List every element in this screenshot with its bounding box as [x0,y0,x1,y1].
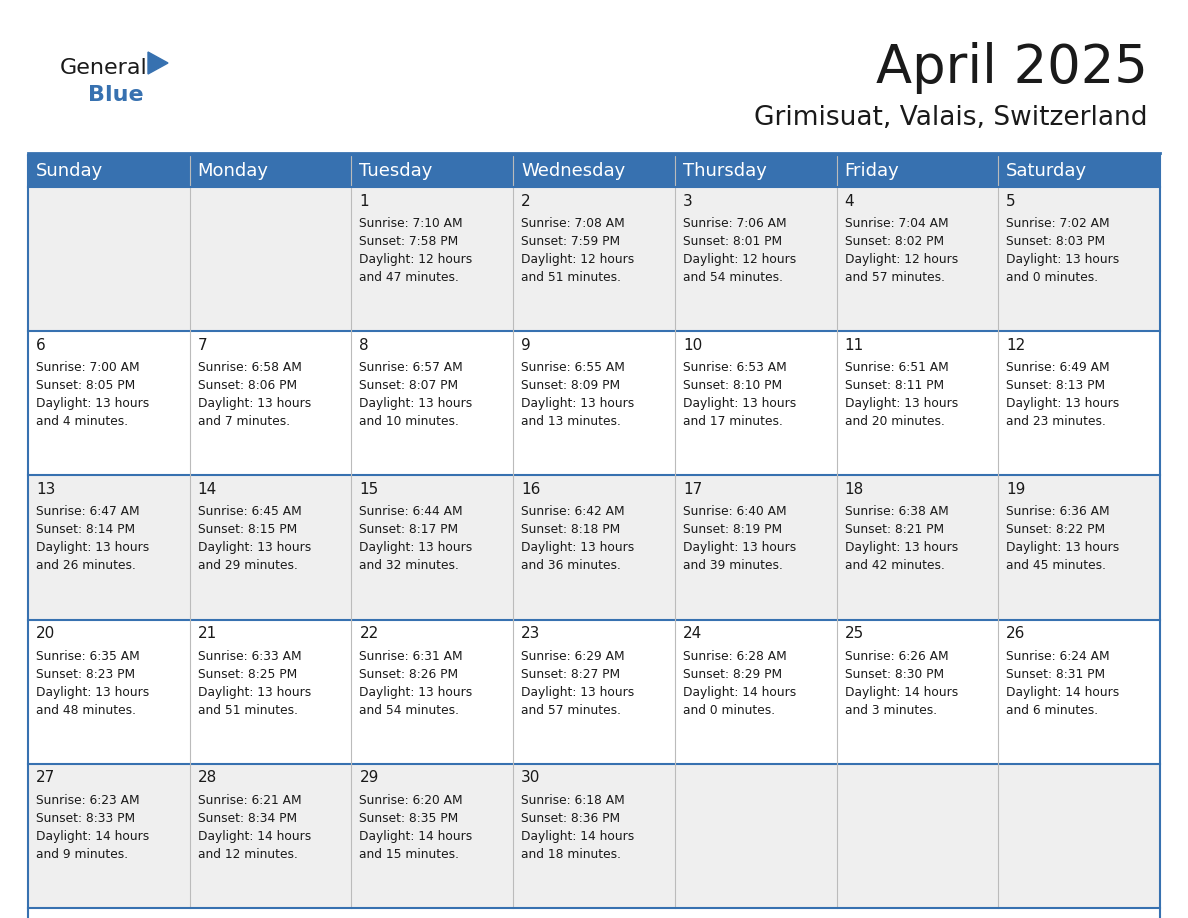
Text: 26: 26 [1006,626,1025,641]
Text: Sunrise: 6:28 AM
Sunset: 8:29 PM
Daylight: 14 hours
and 0 minutes.: Sunrise: 6:28 AM Sunset: 8:29 PM Dayligh… [683,650,796,717]
Text: Sunrise: 6:23 AM
Sunset: 8:33 PM
Daylight: 14 hours
and 9 minutes.: Sunrise: 6:23 AM Sunset: 8:33 PM Dayligh… [36,794,150,861]
Text: Saturday: Saturday [1006,162,1087,180]
Text: Sunrise: 6:26 AM
Sunset: 8:30 PM
Daylight: 14 hours
and 3 minutes.: Sunrise: 6:26 AM Sunset: 8:30 PM Dayligh… [845,650,958,717]
Text: Sunrise: 6:36 AM
Sunset: 8:22 PM
Daylight: 13 hours
and 45 minutes.: Sunrise: 6:36 AM Sunset: 8:22 PM Dayligh… [1006,506,1119,573]
Text: Sunrise: 6:57 AM
Sunset: 8:07 PM
Daylight: 13 hours
and 10 minutes.: Sunrise: 6:57 AM Sunset: 8:07 PM Dayligh… [360,361,473,428]
Text: Thursday: Thursday [683,162,766,180]
Text: Sunrise: 6:35 AM
Sunset: 8:23 PM
Daylight: 13 hours
and 48 minutes.: Sunrise: 6:35 AM Sunset: 8:23 PM Dayligh… [36,650,150,717]
Text: 14: 14 [197,482,217,497]
Text: Sunrise: 6:47 AM
Sunset: 8:14 PM
Daylight: 13 hours
and 26 minutes.: Sunrise: 6:47 AM Sunset: 8:14 PM Dayligh… [36,506,150,573]
Text: Sunrise: 6:49 AM
Sunset: 8:13 PM
Daylight: 13 hours
and 23 minutes.: Sunrise: 6:49 AM Sunset: 8:13 PM Dayligh… [1006,361,1119,428]
Text: Sunrise: 7:04 AM
Sunset: 8:02 PM
Daylight: 12 hours
and 57 minutes.: Sunrise: 7:04 AM Sunset: 8:02 PM Dayligh… [845,217,958,284]
Text: Sunrise: 7:02 AM
Sunset: 8:03 PM
Daylight: 13 hours
and 0 minutes.: Sunrise: 7:02 AM Sunset: 8:03 PM Dayligh… [1006,217,1119,284]
Text: 17: 17 [683,482,702,497]
Text: 15: 15 [360,482,379,497]
Text: Sunrise: 7:08 AM
Sunset: 7:59 PM
Daylight: 12 hours
and 51 minutes.: Sunrise: 7:08 AM Sunset: 7:59 PM Dayligh… [522,217,634,284]
Text: 19: 19 [1006,482,1025,497]
Text: 1: 1 [360,194,369,208]
Text: April 2025: April 2025 [876,42,1148,94]
Text: Blue: Blue [88,85,144,105]
Text: 29: 29 [360,770,379,785]
Bar [29,764,1159,908]
Text: Sunrise: 6:29 AM
Sunset: 8:27 PM
Daylight: 13 hours
and 57 minutes.: Sunrise: 6:29 AM Sunset: 8:27 PM Dayligh… [522,650,634,717]
Text: Sunrise: 6:40 AM
Sunset: 8:19 PM
Daylight: 13 hours
and 39 minutes.: Sunrise: 6:40 AM Sunset: 8:19 PM Dayligh… [683,506,796,573]
Polygon shape [148,52,168,74]
Text: Sunrise: 6:18 AM
Sunset: 8:36 PM
Daylight: 14 hours
and 18 minutes.: Sunrise: 6:18 AM Sunset: 8:36 PM Dayligh… [522,794,634,861]
Text: 23: 23 [522,626,541,641]
Text: Wednesday: Wednesday [522,162,625,180]
Text: Sunrise: 6:44 AM
Sunset: 8:17 PM
Daylight: 13 hours
and 32 minutes.: Sunrise: 6:44 AM Sunset: 8:17 PM Dayligh… [360,506,473,573]
Text: 18: 18 [845,482,864,497]
Text: General: General [61,58,147,78]
Text: Sunrise: 6:45 AM
Sunset: 8:15 PM
Daylight: 13 hours
and 29 minutes.: Sunrise: 6:45 AM Sunset: 8:15 PM Dayligh… [197,506,311,573]
Text: Sunrise: 6:38 AM
Sunset: 8:21 PM
Daylight: 13 hours
and 42 minutes.: Sunrise: 6:38 AM Sunset: 8:21 PM Dayligh… [845,506,958,573]
Text: 28: 28 [197,770,217,785]
Text: Sunday: Sunday [36,162,103,180]
Bar [29,476,1159,620]
Text: 21: 21 [197,626,217,641]
Text: Sunrise: 6:31 AM
Sunset: 8:26 PM
Daylight: 13 hours
and 54 minutes.: Sunrise: 6:31 AM Sunset: 8:26 PM Dayligh… [360,650,473,717]
Text: 9: 9 [522,338,531,353]
Text: 27: 27 [36,770,56,785]
Bar [29,331,1159,476]
Text: 30: 30 [522,770,541,785]
Text: 7: 7 [197,338,208,353]
Text: Sunrise: 6:55 AM
Sunset: 8:09 PM
Daylight: 13 hours
and 13 minutes.: Sunrise: 6:55 AM Sunset: 8:09 PM Dayligh… [522,361,634,428]
Text: Tuesday: Tuesday [360,162,432,180]
Bar [29,187,1159,331]
Text: 20: 20 [36,626,56,641]
Text: Sunrise: 6:24 AM
Sunset: 8:31 PM
Daylight: 14 hours
and 6 minutes.: Sunrise: 6:24 AM Sunset: 8:31 PM Dayligh… [1006,650,1119,717]
Text: 12: 12 [1006,338,1025,353]
Text: Sunrise: 6:58 AM
Sunset: 8:06 PM
Daylight: 13 hours
and 7 minutes.: Sunrise: 6:58 AM Sunset: 8:06 PM Dayligh… [197,361,311,428]
Text: 8: 8 [360,338,369,353]
Text: Sunrise: 6:53 AM
Sunset: 8:10 PM
Daylight: 13 hours
and 17 minutes.: Sunrise: 6:53 AM Sunset: 8:10 PM Dayligh… [683,361,796,428]
Bar [29,155,1159,918]
Text: 24: 24 [683,626,702,641]
Text: Grimisuat, Valais, Switzerland: Grimisuat, Valais, Switzerland [754,105,1148,131]
Text: Monday: Monday [197,162,268,180]
Text: 25: 25 [845,626,864,641]
Text: 13: 13 [36,482,56,497]
Text: 4: 4 [845,194,854,208]
Text: Sunrise: 6:51 AM
Sunset: 8:11 PM
Daylight: 13 hours
and 20 minutes.: Sunrise: 6:51 AM Sunset: 8:11 PM Dayligh… [845,361,958,428]
Text: Sunrise: 6:20 AM
Sunset: 8:35 PM
Daylight: 14 hours
and 15 minutes.: Sunrise: 6:20 AM Sunset: 8:35 PM Dayligh… [360,794,473,861]
Text: 3: 3 [683,194,693,208]
Text: 16: 16 [522,482,541,497]
Text: Sunrise: 7:06 AM
Sunset: 8:01 PM
Daylight: 12 hours
and 54 minutes.: Sunrise: 7:06 AM Sunset: 8:01 PM Dayligh… [683,217,796,284]
Text: 11: 11 [845,338,864,353]
Text: Sunrise: 7:10 AM
Sunset: 7:58 PM
Daylight: 12 hours
and 47 minutes.: Sunrise: 7:10 AM Sunset: 7:58 PM Dayligh… [360,217,473,284]
Text: Sunrise: 7:00 AM
Sunset: 8:05 PM
Daylight: 13 hours
and 4 minutes.: Sunrise: 7:00 AM Sunset: 8:05 PM Dayligh… [36,361,150,428]
Text: 10: 10 [683,338,702,353]
Text: 5: 5 [1006,194,1016,208]
Text: Sunrise: 6:21 AM
Sunset: 8:34 PM
Daylight: 14 hours
and 12 minutes.: Sunrise: 6:21 AM Sunset: 8:34 PM Dayligh… [197,794,311,861]
Text: Friday: Friday [845,162,899,180]
Text: Sunrise: 6:33 AM
Sunset: 8:25 PM
Daylight: 13 hours
and 51 minutes.: Sunrise: 6:33 AM Sunset: 8:25 PM Dayligh… [197,650,311,717]
Text: 22: 22 [360,626,379,641]
Bar [29,620,1159,764]
Text: Sunrise: 6:42 AM
Sunset: 8:18 PM
Daylight: 13 hours
and 36 minutes.: Sunrise: 6:42 AM Sunset: 8:18 PM Dayligh… [522,506,634,573]
Text: 2: 2 [522,194,531,208]
Bar [29,155,1159,187]
Text: 6: 6 [36,338,46,353]
